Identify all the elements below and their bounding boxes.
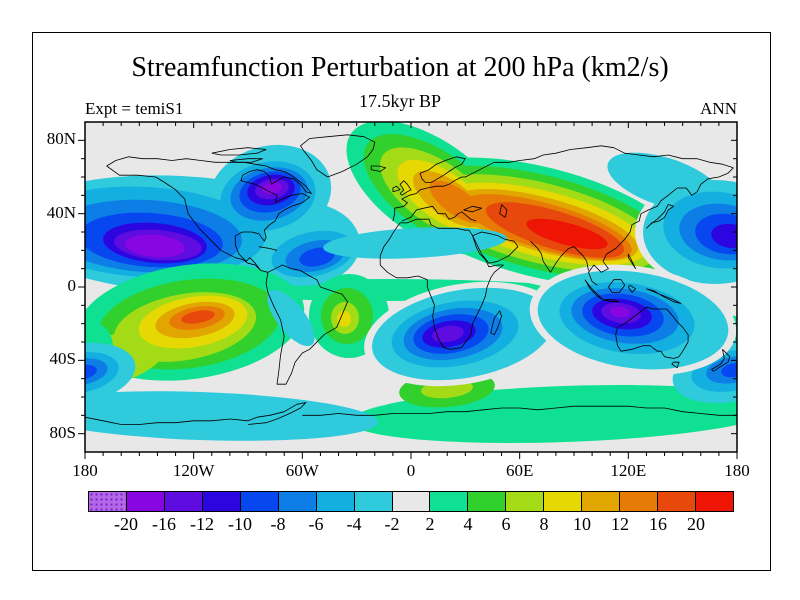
contour-blob [299, 247, 335, 267]
contour-blob [181, 310, 215, 324]
contour-blob [125, 234, 185, 258]
contour-blob [337, 311, 351, 327]
colorbar-tick-label: 10 [573, 514, 591, 534]
colorbar-tick-label: 12 [611, 514, 629, 534]
colorbar-cell [430, 492, 469, 511]
colorbar-tick-label: -8 [270, 514, 286, 534]
contour-blob [85, 358, 108, 386]
colorbar-tick-label: 16 [649, 514, 667, 534]
contour-blob [526, 218, 608, 250]
figure-frame [32, 32, 771, 571]
x-tick-label: 120W [172, 461, 215, 480]
colorbar-tick-label: -2 [384, 514, 400, 534]
y-tick-label: 80S [49, 422, 76, 442]
colorbar-tick-label: -20 [114, 514, 138, 534]
contour-blob [85, 391, 378, 441]
y-tick-label: 40S [49, 349, 76, 369]
colorbar-cell [506, 492, 545, 511]
coastlines-layer [85, 134, 737, 425]
colorbar-cell [240, 492, 279, 511]
contour-blob [432, 325, 464, 343]
colorbar-cell [392, 492, 431, 511]
contour-blob [262, 181, 282, 195]
colorbar-cell [89, 492, 127, 511]
map-frame [84, 121, 738, 453]
colorbar-cell [202, 492, 241, 511]
season-label: ANN [700, 99, 737, 118]
colorbar-cell [164, 492, 203, 511]
x-tick-label: 180 [724, 461, 750, 480]
colorbar-tick-label: -4 [346, 514, 362, 534]
colorbar-cell [620, 492, 659, 511]
colorbar-cell [658, 492, 696, 511]
colorbar-cell [126, 492, 165, 511]
plot-title: Streamfunction Perturbation at 200 hPa (… [131, 52, 669, 83]
x-tick-label: 0 [406, 461, 416, 480]
x-tick-label: 180 [72, 461, 98, 480]
plot-subtitle: 17.5kyr BP [358, 91, 441, 111]
colorbar-tick-label: 4 [463, 514, 473, 534]
x-tick-label: 60E [505, 461, 534, 480]
x-tick-label: 60W [285, 461, 319, 480]
contour-blob [711, 223, 737, 249]
y-tick-label: 0 [67, 276, 77, 295]
colorbar-tick-label: -12 [190, 514, 214, 534]
colorbar-tick-label: -10 [228, 514, 252, 534]
y-tick-label: 40N [46, 202, 76, 222]
colorbar-tick-label: 8 [539, 514, 549, 534]
contour-blob [323, 227, 507, 259]
colorbar-tick-label: -16 [152, 514, 176, 534]
colorbar-tick-label: 2 [425, 514, 435, 534]
y-tick-label: 80N [46, 129, 76, 149]
colorbar-cell [316, 492, 355, 511]
colorbar-cell [468, 492, 507, 511]
map-plot [78, 121, 738, 459]
colorbar-cell [696, 492, 733, 511]
colorbar [88, 491, 734, 512]
colorbar-cell [354, 492, 393, 511]
contour-blob [267, 289, 315, 347]
contour-blob [85, 364, 97, 380]
contour-blob [721, 362, 737, 378]
colorbar-tick-label: 20 [687, 514, 705, 534]
colorbar-cell [582, 492, 621, 511]
colorbar-tick-label: -6 [308, 514, 324, 534]
contour-fill-layer [85, 122, 737, 443]
colorbar-cell [544, 492, 583, 511]
contour-blob [610, 306, 630, 318]
colorbar-cell [278, 492, 317, 511]
experiment-label: Expt = temiS1 [85, 99, 184, 118]
x-tick-label: 120E [610, 461, 647, 480]
colorbar-tick-label: 6 [501, 514, 511, 534]
